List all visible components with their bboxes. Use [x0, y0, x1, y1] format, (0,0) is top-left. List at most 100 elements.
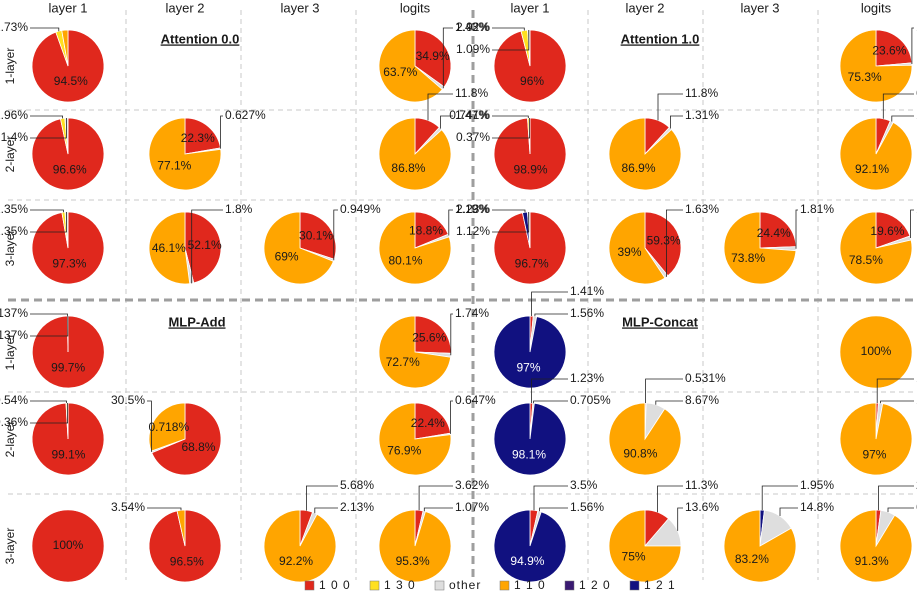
leader-line — [779, 507, 798, 516]
column-header: layer 3 — [280, 0, 319, 15]
pie-slice — [839, 211, 913, 285]
row-label: 2-layer — [3, 136, 17, 173]
pie-percent-label: 22.3% — [181, 131, 215, 145]
pie-slice — [493, 402, 567, 476]
pie-percent-label: 1.23% — [570, 371, 604, 385]
leader-line — [30, 316, 69, 337]
pie-percent-label: 1.56% — [570, 500, 604, 514]
pie-percent-label: 75.3% — [848, 70, 882, 84]
legend-label: 1 3 0 — [384, 578, 416, 592]
row-label: 1-layer — [3, 334, 17, 371]
pie-percent-label: 0.647% — [455, 393, 496, 407]
pie-percent-label: 25.6% — [412, 330, 446, 344]
leader-line — [657, 93, 683, 121]
legend-swatch — [369, 580, 380, 591]
pie-percent-label: 96% — [520, 74, 544, 88]
leader-line — [492, 118, 530, 139]
leader-line — [533, 400, 568, 404]
pie-percent-label: 90.8% — [623, 447, 657, 461]
pie-slice — [839, 315, 913, 389]
pie-percent-label: 0.949% — [340, 202, 381, 216]
pie-percent-label: 22.4% — [411, 416, 445, 430]
leader-line — [795, 209, 798, 249]
pie-percent-label: 97.3% — [52, 256, 86, 270]
pie-percent-label: 96.6% — [53, 162, 87, 176]
pie-slice — [644, 211, 682, 277]
pie-percent-label: 11.8% — [685, 86, 718, 100]
panel-title: MLP-Add — [168, 314, 225, 329]
pie-percent-label: 0.54% — [0, 393, 28, 407]
pie-slice — [378, 211, 452, 285]
column-header: logits — [861, 0, 892, 15]
pie-percent-label: 1.35% — [0, 224, 28, 238]
pie-percent-label: 1.8% — [225, 202, 253, 216]
pie-slice — [151, 402, 222, 476]
leader-line — [450, 313, 453, 356]
legend-swatch — [304, 580, 315, 591]
leader-line — [911, 27, 914, 64]
pie-percent-label: 1.56% — [570, 306, 604, 320]
legend-label: 1 2 1 — [644, 578, 676, 592]
leader-line — [440, 115, 453, 129]
leader-line — [539, 507, 568, 512]
leader-line — [450, 400, 453, 434]
pie-percent-label: 100% — [861, 344, 892, 358]
leader-line — [880, 400, 914, 404]
pie-slice — [299, 211, 337, 260]
pie-percent-label: 52.1% — [188, 238, 222, 252]
legend-label: 1 2 0 — [579, 578, 611, 592]
pie-percent-label: 97% — [516, 360, 540, 374]
column-header: layer 3 — [740, 0, 779, 15]
leader-line — [314, 507, 338, 514]
pie-percent-label: 86.9% — [621, 161, 655, 175]
leader-line — [878, 485, 914, 511]
pie-percent-label: 3.62% — [455, 478, 489, 492]
legend-label: 1 1 0 — [514, 578, 546, 592]
leader-line — [492, 209, 526, 213]
pie-slice — [378, 509, 452, 583]
pie-percent-label: 0.705% — [570, 393, 611, 407]
row-label: 3-layer — [3, 230, 17, 267]
pie-percent-label: 1.95% — [800, 478, 834, 492]
leader-line — [657, 485, 683, 513]
leader-line — [147, 400, 152, 452]
leader-line — [677, 507, 683, 531]
leader-line — [448, 209, 453, 236]
pie-percent-label: 0.627% — [225, 108, 266, 122]
column-header: layer 2 — [625, 0, 664, 15]
pie-slice — [839, 509, 913, 583]
column-header: layer 1 — [48, 0, 87, 15]
pie-percent-label: 11.3% — [685, 478, 718, 492]
leader-line — [220, 115, 223, 149]
pie-percent-label: 0.718% — [148, 420, 189, 434]
leader-line — [333, 209, 338, 261]
pie-percent-label: 1.81% — [800, 202, 834, 216]
pie-percent-label: 24.4% — [757, 226, 791, 240]
leader-line — [147, 507, 182, 511]
pie-slice — [148, 211, 191, 285]
leader-line — [191, 209, 223, 284]
pie-slice — [608, 509, 682, 583]
pie-percent-label: 76.9% — [387, 443, 421, 457]
pie-slice — [414, 402, 451, 440]
pie-percent-label: 11.8% — [455, 86, 488, 100]
pie-percent-label: 86.8% — [391, 161, 425, 175]
pie-slice — [184, 211, 222, 284]
pie-percent-label: 78.5% — [849, 253, 883, 267]
leader-line — [492, 115, 529, 118]
pie-percent-label: 34.9% — [416, 49, 450, 63]
pie-percent-label: 0.531% — [685, 371, 726, 385]
column-header: layer 2 — [165, 0, 204, 15]
pie-percent-label: 96.7% — [515, 256, 549, 270]
pie-percent-label: 18.8% — [409, 224, 443, 238]
leader-line — [670, 115, 683, 129]
pie-percent-label: 75% — [622, 550, 646, 564]
leader-line — [882, 93, 914, 119]
pie-percent-label: 13.6% — [685, 500, 719, 514]
pie-percent-label: 1.31% — [685, 108, 719, 122]
leader-line — [533, 485, 568, 511]
pie-percent-label: 23.6% — [872, 44, 906, 58]
leader-line — [666, 209, 683, 277]
legend-label: other — [449, 578, 481, 592]
leader-line — [492, 212, 530, 233]
